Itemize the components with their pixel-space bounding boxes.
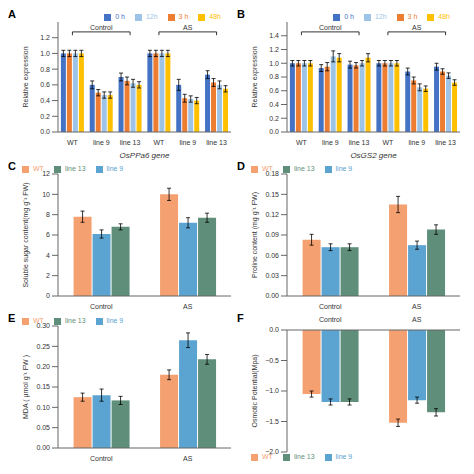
html-text:48h: 48h	[438, 13, 450, 20]
svg-text:1.4: 1.4	[269, 32, 279, 39]
html-text:line 9: line 9	[106, 317, 124, 324]
html-text:line 13: line 13	[293, 165, 315, 172]
svg-text:0.4: 0.4	[269, 101, 279, 108]
svg-text:AS: AS	[183, 24, 193, 31]
svg-text:OsGS2 gene: OsGS2 gene	[350, 151, 397, 160]
html-text:line 13: line 13	[64, 317, 86, 324]
html-text:line 9: line 9	[335, 165, 353, 172]
svg-text:Proline content (mg g⁻¹ FW): Proline content (mg g⁻¹ FW)	[251, 192, 259, 278]
svg-text:WT: WT	[382, 139, 394, 146]
svg-text:AS: AS	[183, 303, 193, 310]
svg-text:Soluble sugar content(mg g⁻¹ F: Soluble sugar content(mg g⁻¹ FW)	[22, 182, 30, 287]
svg-text:0.0: 0.0	[269, 128, 279, 135]
svg-text:0.6: 0.6	[40, 81, 50, 88]
svg-text:−0.5: −0.5	[265, 357, 279, 364]
svg-text:WT: WT	[67, 139, 79, 146]
svg-text:Control: Control	[319, 24, 342, 31]
svg-text:AS: AS	[412, 24, 422, 31]
svg-text:0.8: 0.8	[40, 66, 50, 73]
html-text:line 9: line 9	[335, 453, 353, 460]
svg-text:Control: Control	[90, 24, 113, 31]
svg-text:line 13: line 13	[206, 139, 227, 146]
svg-text:line 13: line 13	[120, 139, 141, 146]
svg-text:0.2: 0.2	[269, 115, 279, 122]
svg-text:Relative expression: Relative expression	[22, 46, 30, 107]
svg-text:AS: AS	[412, 316, 422, 323]
html-text:E: E	[8, 312, 16, 324]
svg-text:6: 6	[46, 231, 50, 238]
html-text:WT: WT	[262, 165, 273, 172]
svg-text:0.0: 0.0	[40, 128, 50, 135]
svg-text:OsPPa6 gene: OsPPa6 gene	[120, 151, 170, 160]
svg-text:line 9: line 9	[322, 139, 339, 146]
html-text:3 h: 3 h	[407, 13, 418, 20]
svg-text:line 13: line 13	[435, 139, 456, 146]
html-text:48h: 48h	[209, 13, 221, 20]
svg-text:0.05: 0.05	[36, 424, 50, 431]
html-text:line 13: line 13	[64, 165, 86, 172]
svg-text:12: 12	[42, 170, 50, 177]
svg-text:0.03: 0.03	[265, 272, 279, 279]
svg-text:Control: Control	[319, 303, 342, 310]
html-text:0 h: 0 h	[344, 13, 354, 20]
svg-text:1.2: 1.2	[269, 46, 279, 53]
svg-text:2: 2	[46, 272, 50, 279]
html-text:D: D	[237, 160, 245, 172]
html-text:B: B	[237, 8, 245, 20]
svg-text:WT: WT	[153, 139, 165, 146]
svg-text:0.30: 0.30	[36, 322, 50, 329]
svg-text:0.10: 0.10	[36, 404, 50, 411]
html-text:line 9: line 9	[106, 165, 124, 172]
svg-text:line 9: line 9	[179, 139, 196, 146]
svg-text:0.15: 0.15	[36, 383, 50, 390]
svg-text:WT: WT	[296, 139, 308, 146]
svg-text:0.00: 0.00	[265, 292, 279, 299]
svg-text:10: 10	[42, 191, 50, 198]
svg-text:AS: AS	[412, 303, 422, 310]
svg-text:Relative expression: Relative expression	[251, 46, 259, 107]
svg-text:line 9: line 9	[408, 139, 425, 146]
svg-text:0.8: 0.8	[269, 73, 279, 80]
svg-text:0.12: 0.12	[265, 211, 279, 218]
svg-text:0.25: 0.25	[36, 343, 50, 350]
svg-text:1.0: 1.0	[269, 60, 279, 67]
svg-text:1.2: 1.2	[40, 34, 50, 41]
html-text:WT: WT	[33, 165, 44, 172]
html-text:WT: WT	[33, 317, 44, 324]
html-text:A: A	[8, 8, 16, 20]
svg-text:0: 0	[46, 292, 50, 299]
html-text:12h: 12h	[145, 13, 158, 20]
html-text:F: F	[237, 312, 244, 324]
svg-text:0.06: 0.06	[265, 252, 279, 259]
svg-text:−1.5: −1.5	[265, 418, 279, 425]
svg-text:0.0: 0.0	[269, 326, 279, 333]
html-text:line 13: line 13	[293, 453, 315, 460]
svg-text:0.6: 0.6	[269, 87, 279, 94]
svg-text:line 9: line 9	[93, 139, 110, 146]
html-text:0 h: 0 h	[115, 13, 125, 20]
svg-text:Control: Control	[90, 303, 113, 310]
svg-text:−1.0: −1.0	[265, 387, 279, 394]
svg-text:0.15: 0.15	[265, 191, 279, 198]
svg-text:AS: AS	[183, 455, 193, 462]
svg-text:line 13: line 13	[349, 139, 370, 146]
svg-text:Control: Control	[90, 455, 113, 462]
svg-text:Control: Control	[319, 316, 342, 323]
svg-text:8: 8	[46, 211, 50, 218]
html-text:WT: WT	[262, 453, 273, 460]
html-text:C: C	[8, 160, 16, 172]
svg-text:4: 4	[46, 252, 50, 259]
svg-text:0.2: 0.2	[40, 113, 50, 120]
svg-text:MDA ( μmol g⁻¹ FW ): MDA ( μmol g⁻¹ FW )	[22, 355, 30, 419]
svg-text:0.00: 0.00	[36, 444, 50, 451]
svg-text:0.4: 0.4	[40, 97, 50, 104]
svg-text:1.0: 1.0	[40, 50, 50, 57]
html-text:3 h: 3 h	[178, 13, 189, 20]
svg-text:−2.0: −2.0	[265, 448, 279, 455]
svg-text:Osmotic Potential(Mpa): Osmotic Potential(Mpa)	[251, 354, 259, 427]
html-text:12h: 12h	[374, 13, 387, 20]
svg-text:0.20: 0.20	[36, 363, 50, 370]
svg-text:0.09: 0.09	[265, 231, 279, 238]
svg-text:0.18: 0.18	[265, 170, 279, 177]
